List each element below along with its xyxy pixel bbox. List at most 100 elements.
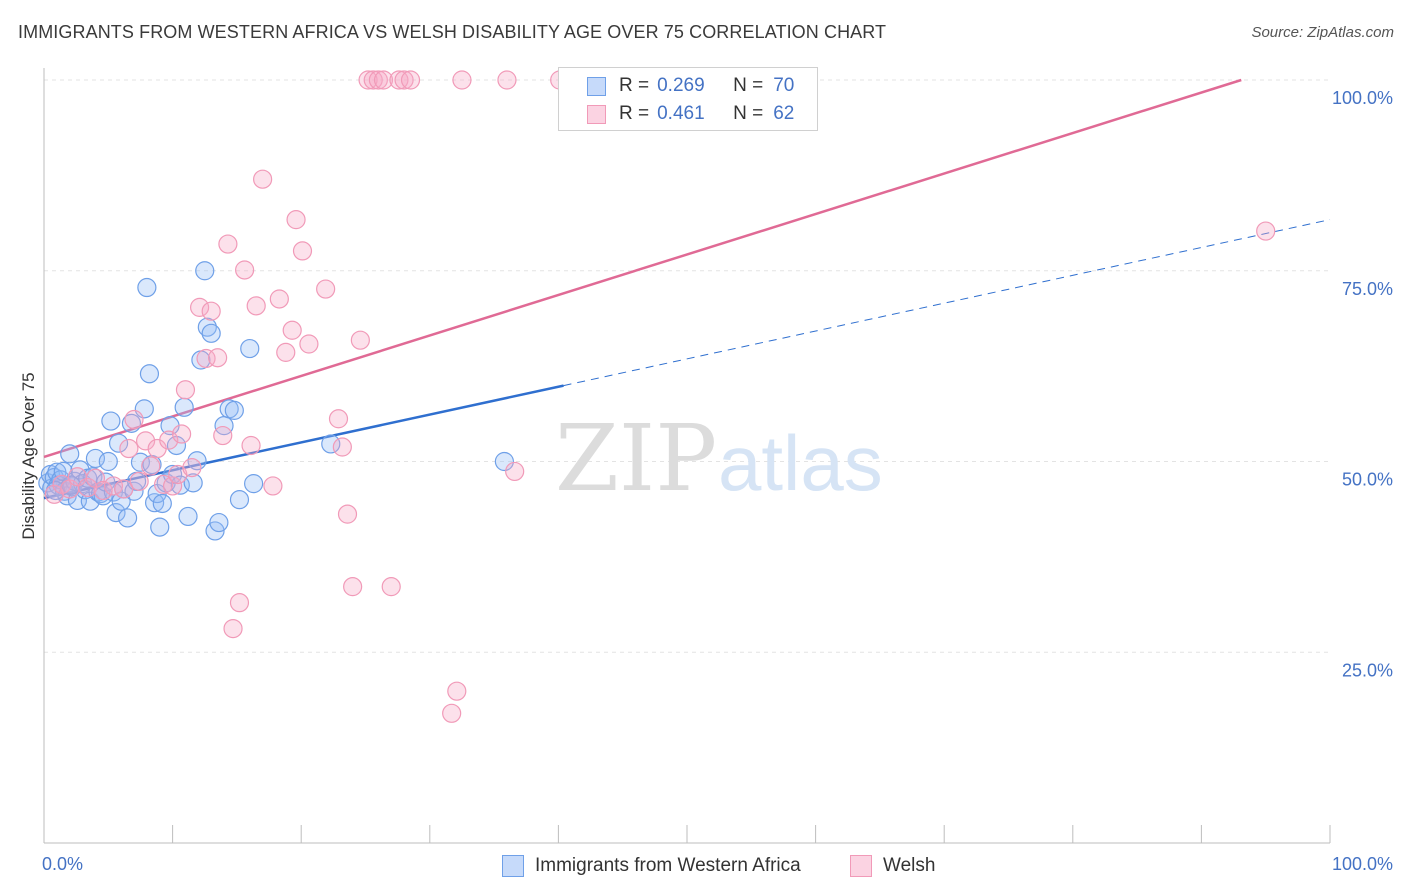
swatch-pink xyxy=(587,104,606,124)
point-western-africa xyxy=(108,433,129,453)
point-western-africa xyxy=(195,261,215,281)
point-western-africa xyxy=(152,493,172,514)
point-welsh xyxy=(447,681,467,701)
point-welsh xyxy=(218,234,238,254)
point-welsh xyxy=(213,425,233,446)
point-welsh xyxy=(389,70,409,90)
point-welsh xyxy=(282,320,302,340)
point-welsh xyxy=(253,169,273,189)
n-value: 62 xyxy=(773,103,795,124)
point-western-africa xyxy=(60,444,80,464)
point-western-africa xyxy=(183,473,203,493)
point-welsh xyxy=(368,70,388,90)
n-key: N = xyxy=(733,75,764,96)
stats-legend: R = 0.269 N = 70 R = 0.461 N = 62 xyxy=(558,67,818,131)
point-western-africa xyxy=(117,508,138,528)
point-western-africa xyxy=(101,411,121,431)
legend-label: Welsh xyxy=(883,855,936,876)
point-western-africa xyxy=(139,364,160,384)
r-key: R = xyxy=(619,75,650,96)
n-value: 70 xyxy=(773,75,795,96)
point-western-africa xyxy=(178,506,198,527)
trendline-1 xyxy=(43,78,1242,459)
point-welsh xyxy=(497,70,517,90)
y-tick-labels: 25.0% 50.0% 75.0% 100.0% xyxy=(1332,88,1393,680)
point-western-africa xyxy=(111,491,131,511)
point-welsh xyxy=(135,431,156,451)
point-welsh xyxy=(229,593,250,613)
point-western-africa xyxy=(130,452,151,472)
watermark: ZIP atlas xyxy=(555,405,883,512)
stats-row-western-africa: R = 0.269 N = 70 xyxy=(559,72,794,100)
point-western-africa xyxy=(150,517,170,537)
point-welsh xyxy=(141,456,161,476)
legend-item-welsh[interactable]: Welsh xyxy=(850,852,935,880)
y-axis-label: Disability Age Over 75 xyxy=(19,372,38,539)
point-welsh xyxy=(44,484,64,504)
point-welsh xyxy=(400,70,421,90)
point-welsh xyxy=(381,577,401,597)
r-value: 0.461 xyxy=(657,103,705,124)
x-tick-labels: 0.0% 100.0% xyxy=(42,854,1393,874)
swatch-blue xyxy=(587,76,606,96)
watermark-zip: ZIP xyxy=(555,405,717,512)
point-welsh xyxy=(373,70,394,90)
point-western-africa xyxy=(494,451,514,472)
point-welsh xyxy=(223,618,243,639)
point-welsh xyxy=(208,348,228,368)
point-welsh xyxy=(343,577,363,597)
r-value: 0.269 xyxy=(657,75,705,96)
point-western-africa xyxy=(224,400,244,420)
point-welsh xyxy=(163,476,183,496)
point-welsh xyxy=(358,70,378,90)
point-welsh xyxy=(328,409,349,429)
data-points xyxy=(38,70,1276,723)
point-welsh xyxy=(201,301,221,321)
point-welsh xyxy=(124,409,144,430)
point-welsh xyxy=(337,504,358,524)
point-welsh xyxy=(129,471,149,491)
point-welsh xyxy=(363,70,383,90)
point-welsh xyxy=(292,241,313,261)
point-western-africa xyxy=(106,503,126,523)
point-western-africa xyxy=(98,451,118,472)
point-welsh xyxy=(442,703,462,723)
point-western-africa xyxy=(244,474,264,494)
point-welsh xyxy=(350,330,370,350)
axes xyxy=(43,68,1331,844)
point-welsh xyxy=(119,438,139,459)
point-western-africa xyxy=(240,338,260,359)
point-welsh xyxy=(175,380,196,400)
legend-swatch-pink xyxy=(850,855,872,877)
point-welsh xyxy=(246,296,266,316)
n-key: N = xyxy=(733,103,764,124)
y-tick-label: 25.0% xyxy=(1342,660,1393,680)
stats-row-welsh: R = 0.461 N = 62 xyxy=(559,100,794,128)
point-welsh xyxy=(182,458,202,478)
point-welsh xyxy=(85,468,106,488)
point-welsh xyxy=(1256,221,1276,241)
point-welsh xyxy=(452,70,472,90)
y-tick-label: 50.0% xyxy=(1342,470,1393,490)
point-welsh xyxy=(190,297,210,317)
chart-title: IMMIGRANTS FROM WESTERN AFRICA VS WELSH … xyxy=(18,22,887,42)
watermark-atlas: atlas xyxy=(718,419,883,507)
point-welsh xyxy=(332,437,352,457)
point-western-africa xyxy=(321,434,341,454)
point-welsh xyxy=(93,480,113,501)
point-welsh xyxy=(241,435,261,456)
point-welsh xyxy=(299,334,319,354)
y-tick-label: 75.0% xyxy=(1342,279,1393,299)
point-western-africa xyxy=(174,397,194,417)
series-legend: Immigrants from Western Africa Welsh xyxy=(0,852,1406,880)
point-welsh xyxy=(172,424,192,444)
point-welsh xyxy=(269,289,289,309)
point-western-africa xyxy=(201,323,221,343)
legend-item-western-africa[interactable]: Immigrants from Western Africa xyxy=(502,852,801,880)
point-welsh xyxy=(263,476,283,496)
point-welsh xyxy=(394,70,414,90)
trendline-dashed-0 xyxy=(563,219,1331,387)
point-welsh xyxy=(505,461,525,482)
point-welsh xyxy=(276,342,296,362)
